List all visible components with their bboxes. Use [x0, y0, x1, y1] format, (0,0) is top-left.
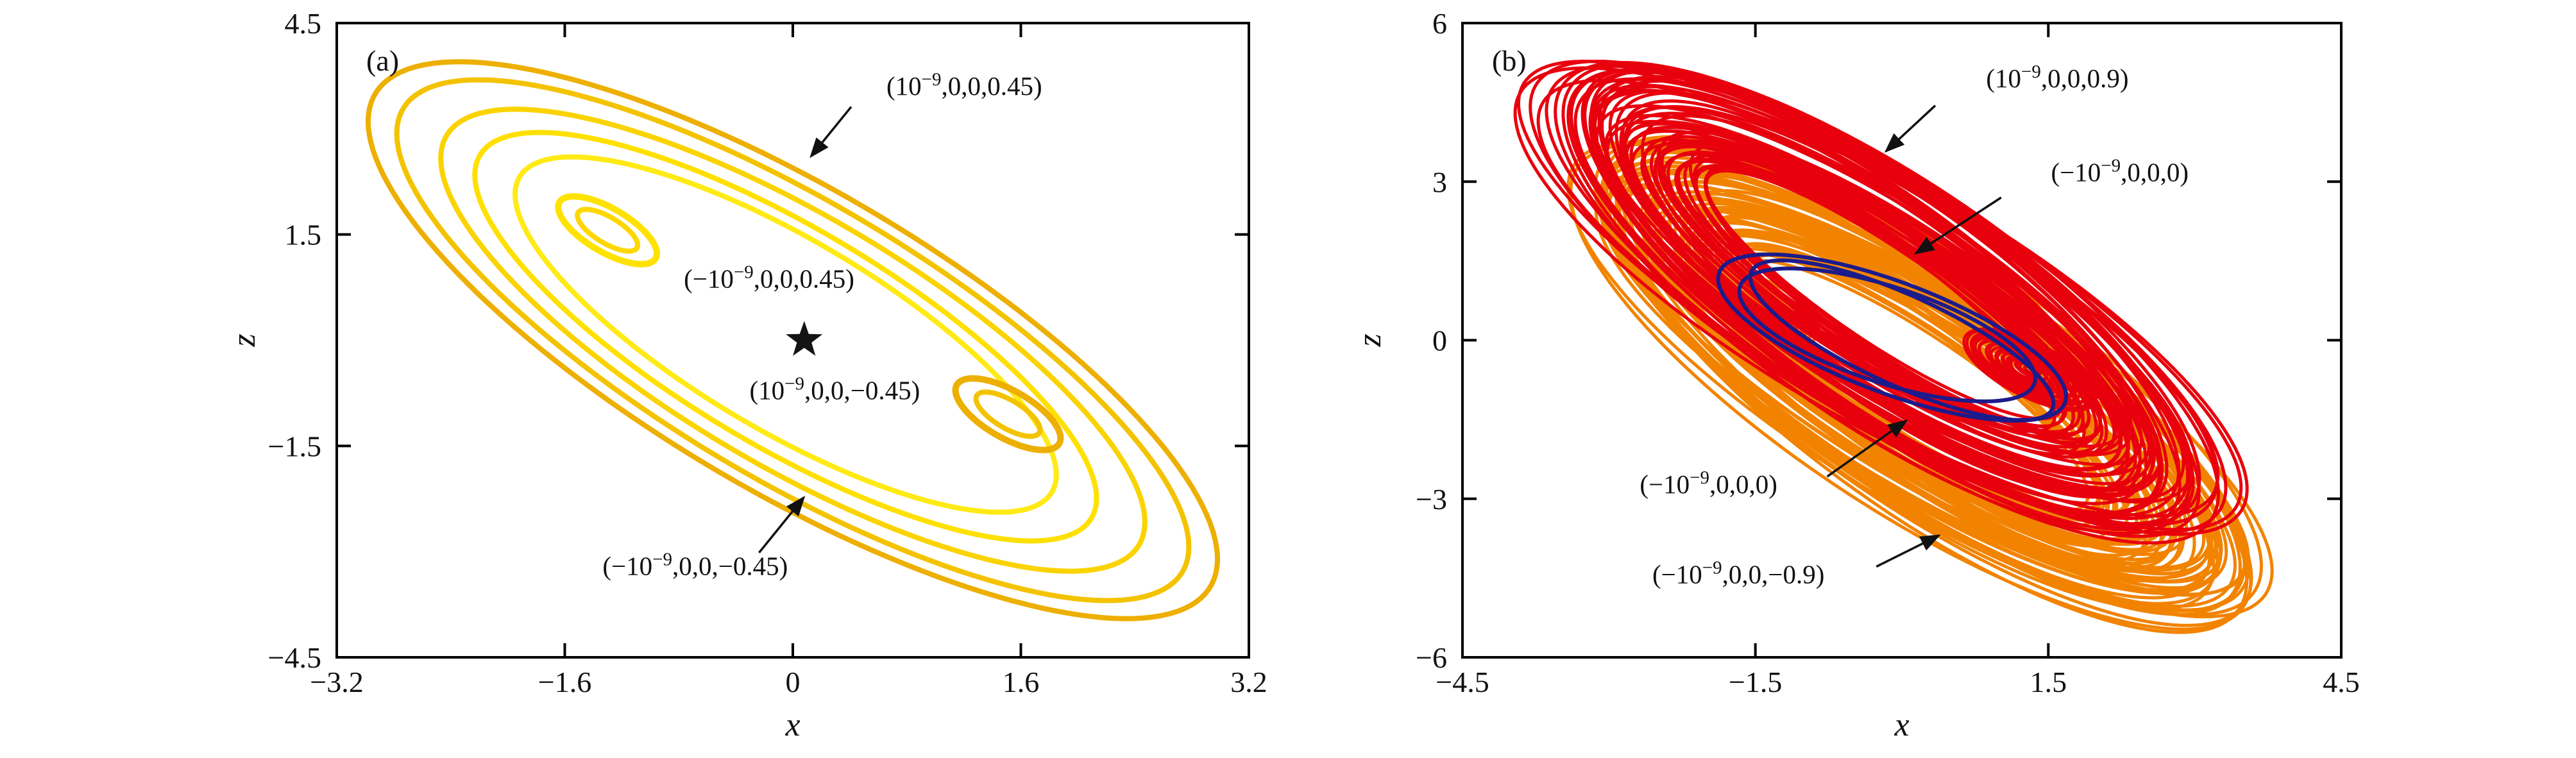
x-tick-label: −3.2 — [310, 666, 363, 698]
series-small-loop-right-outer — [952, 375, 1064, 453]
y-tick-label: 3 — [1432, 165, 1447, 198]
panel-label: (b) — [1492, 44, 1527, 77]
x-tick-label: 4.5 — [2323, 666, 2360, 698]
annotation-label: (−10−9,0,0,0) — [1640, 467, 1777, 499]
series-chaotic-attractor-red-scroll — [2000, 352, 2058, 388]
series-small-loop-right-inner — [973, 389, 1043, 439]
y-axis-label: z — [226, 333, 262, 347]
series-chaotic-attractor-red — [1513, 66, 2249, 536]
annotation-label: (−10−9,0,0,0) — [2051, 155, 2189, 187]
x-tick-label: −1.6 — [538, 666, 591, 698]
series-chaotic-attractor-red-scroll — [1962, 327, 2098, 412]
panel-a: −3.2 −1.6 0 1.6 3.2 4.5 1.5 −1.5 −4.5 x z (a) (10−9,… — [226, 7, 1267, 743]
annotation-arrow — [809, 106, 852, 158]
series-chaotic-attractor-red — [1618, 122, 2152, 485]
series-group — [1513, 60, 2274, 634]
series-small-loop-left-outer — [555, 193, 660, 267]
y-tick-label: −1.5 — [268, 430, 321, 462]
y-tick-label: 1.5 — [285, 219, 322, 251]
x-tick-label: 1.6 — [1003, 666, 1040, 698]
series-small-loop-left-inner — [575, 206, 641, 254]
annotation-label: (10−9,0,0,−0.45) — [750, 373, 920, 405]
panel-b-plot: −4.5 −1.5 1.5 4.5 6 3 0 −3 −6 x z (b) (10−9,0,0,0.9)… — [1352, 7, 2360, 743]
series-torus-orbit-1 — [365, 59, 1221, 621]
x-tick-label: 1.5 — [2030, 666, 2067, 698]
annotation-arrow — [758, 496, 806, 553]
annotation-arrow — [1876, 534, 1941, 568]
series-torus-orbit-2 — [394, 77, 1192, 603]
x-tick-label: 0 — [786, 666, 801, 698]
y-axis-label: z — [1352, 333, 1388, 347]
x-tick-label: 3.2 — [1230, 666, 1267, 698]
y-tick-label: −6 — [1416, 641, 1447, 674]
y-tick-label: 4.5 — [285, 7, 322, 40]
equilibrium-star — [786, 321, 823, 356]
annotation-label: (−10−9,0,0,−0.9) — [1652, 557, 1824, 589]
y-tick-label: 6 — [1432, 7, 1447, 40]
y-tick-label: −4.5 — [268, 641, 321, 674]
series-torus-orbit-3 — [438, 106, 1148, 574]
y-tick-label: 0 — [1432, 324, 1447, 357]
x-axis-label: x — [1894, 707, 1909, 743]
series-limit-cycle-blue-3 — [1737, 266, 2037, 403]
series-chaotic-attractor-red — [1529, 60, 2219, 526]
series-chaotic-attractor-red-scroll — [2018, 362, 2040, 376]
panel-label: (a) — [366, 44, 399, 77]
annotation-arrow — [1826, 419, 1908, 478]
series-limit-cycle-blue-2 — [1748, 258, 2056, 422]
series-group — [365, 59, 1221, 621]
x-tick-label: −1.5 — [1729, 666, 1782, 698]
annotation-arrow — [1884, 105, 1936, 153]
x-tick-label: −4.5 — [1436, 666, 1489, 698]
series-limit-cycle-blue-1 — [1716, 252, 2068, 423]
panel-a-plot: −3.2 −1.6 0 1.6 3.2 4.5 1.5 −1.5 −4.5 x z (a) (10−9,… — [226, 7, 1267, 743]
annotation-label: (10−9,0,0,0.9) — [1986, 62, 2128, 93]
panel-b: −4.5 −1.5 1.5 4.5 6 3 0 −3 −6 x z (b) (10−9,0,0,0.9)… — [1288, 0, 2576, 758]
x-axis-label: x — [784, 707, 800, 743]
plot-frame — [335, 22, 1250, 659]
series-torus-orbit-4 — [472, 130, 1099, 544]
annotation-label: (−10−9,0,0,−0.45) — [602, 549, 788, 580]
annotation-arrow — [1913, 196, 2002, 255]
y-tick-label: −3 — [1416, 483, 1447, 516]
series-chaotic-attractor-red — [1517, 60, 2243, 532]
annotation-label: (10−9,0,0,0.45) — [886, 69, 1042, 101]
annotation-label: (−10−9,0,0,0.45) — [684, 262, 854, 293]
